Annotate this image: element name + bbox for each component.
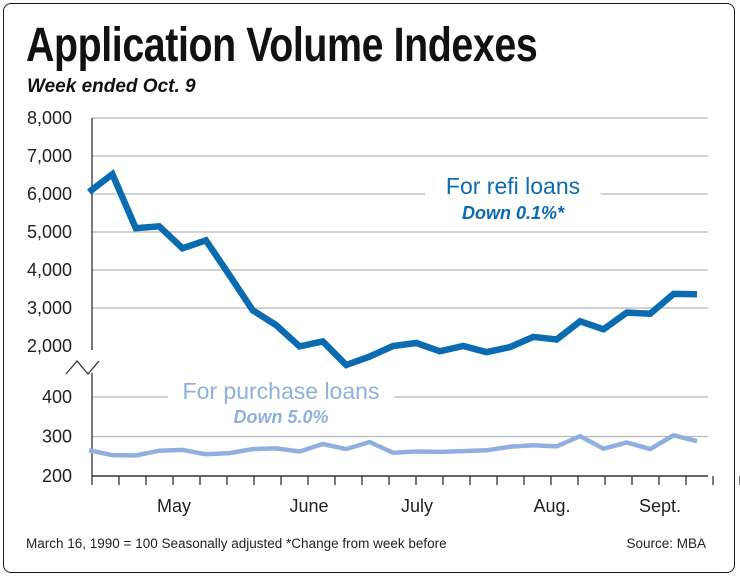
purchase-series-change: Down 5.0% <box>233 407 328 427</box>
series-lines <box>87 169 698 458</box>
source-credit: Source: MBA <box>626 536 706 551</box>
y-tick-label: 400 <box>42 387 72 407</box>
x-tick-label: May <box>157 496 191 516</box>
y-tick-label: 7,000 <box>27 146 72 166</box>
y-tick-label: 4,000 <box>27 260 72 280</box>
refi-series-change: Down 0.1%* <box>462 203 565 223</box>
y-tick-label: 3,000 <box>27 298 72 318</box>
y-tick-label: 6,000 <box>27 184 72 204</box>
x-tick-label: Aug. <box>533 496 570 516</box>
chart-frame: Application Volume Indexes Week ended Oc… <box>3 3 735 573</box>
purchase-series-line <box>88 432 698 458</box>
footnote: March 16, 1990 = 100 Seasonally adjusted… <box>26 536 447 551</box>
axis-break-marker <box>65 359 100 376</box>
purchase-label-backdrop <box>168 378 394 428</box>
series-labels: For refi loans Down 0.1%* For purchase l… <box>168 172 601 428</box>
y-tick-label: 5,000 <box>27 222 72 242</box>
y-tick-label: 200 <box>42 466 72 486</box>
y-tick-label: 2,000 <box>27 336 72 356</box>
x-tick-label: June <box>289 496 328 516</box>
axes: 2,000 3,000 4,000 5,000 6,000 7,000 8,000 200 30… <box>27 108 740 516</box>
x-tick-label: Sept. <box>639 496 681 516</box>
y-tick-label: 8,000 <box>27 108 72 128</box>
refi-series-label: For refi loans <box>446 173 580 199</box>
x-tick-label: July <box>401 496 433 516</box>
chart-title: Application Volume Indexes <box>26 19 538 72</box>
purchase-series-label: For purchase loans <box>183 378 380 404</box>
refi-label-backdrop <box>425 172 601 226</box>
refi-series-line <box>87 169 698 369</box>
chart-subtitle: Week ended Oct. 9 <box>27 76 196 97</box>
y-tick-label: 300 <box>42 427 72 447</box>
